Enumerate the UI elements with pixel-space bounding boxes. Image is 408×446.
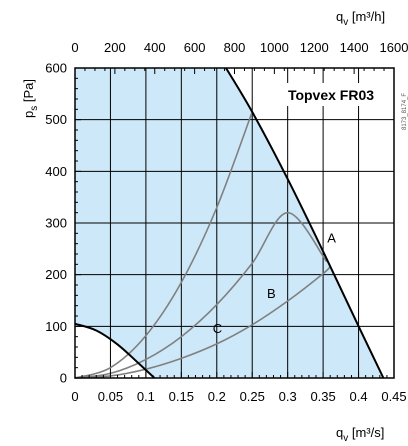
system-curve-a bbox=[74, 111, 253, 379]
y-tick-label: 100 bbox=[45, 319, 67, 334]
system-curves bbox=[74, 111, 331, 379]
top-axis-tick-label: 1000 bbox=[260, 40, 289, 55]
curve-labels: A B C bbox=[213, 231, 336, 336]
top-axis-label-unit: [m³/h] bbox=[348, 9, 385, 24]
side-code: 8173_8174_F bbox=[402, 93, 408, 130]
y-tick-label: 200 bbox=[45, 267, 67, 282]
x-tick-label: 0.3 bbox=[279, 389, 297, 404]
x-tick-label: 0.15 bbox=[169, 389, 194, 404]
y-tick-label: 400 bbox=[45, 164, 67, 179]
top-axis-label-main: q bbox=[336, 9, 343, 24]
y-axis-label-unit: [Pa] bbox=[21, 79, 36, 106]
system-curve-c bbox=[74, 265, 331, 379]
top-axis-tick-label: 1600 bbox=[380, 40, 408, 55]
min-fan-curve bbox=[74, 322, 156, 379]
top-axis-tick-label: 600 bbox=[184, 40, 206, 55]
top-axis-label: qv [m³/h] bbox=[336, 9, 385, 28]
x-tick-label: 0.05 bbox=[98, 389, 123, 404]
x-tick-label: 0.4 bbox=[350, 389, 368, 404]
y-tick-label: 600 bbox=[45, 61, 67, 76]
system-curve-b bbox=[74, 211, 328, 379]
x-axis-label-sub: v bbox=[343, 433, 348, 444]
x-axis-label-main: q bbox=[336, 425, 343, 440]
x-tick-label: 0.2 bbox=[208, 389, 226, 404]
curve-label-b: B bbox=[267, 286, 276, 301]
x-tick-label: 0.1 bbox=[137, 389, 155, 404]
x-tick-label: 0.25 bbox=[240, 389, 265, 404]
x-tick-label: 0 bbox=[71, 389, 78, 404]
title-box bbox=[279, 83, 383, 106]
x-axis-tick-labels: 0 0.05 0.1 0.15 0.2 0.25 0.3 0.35 0.4 0.45 bbox=[71, 389, 406, 404]
y-axis-tick-labels: 0 100 200 300 400 500 600 bbox=[45, 61, 67, 386]
max-fan-curve bbox=[225, 67, 385, 379]
top-axis-tick-label: 200 bbox=[104, 40, 126, 55]
x-tick-label: 0.45 bbox=[381, 389, 406, 404]
x-axis-label: qv [m³/s] bbox=[336, 425, 384, 444]
top-axis-tick-label: 400 bbox=[144, 40, 166, 55]
x-tick-label: 0.35 bbox=[310, 389, 335, 404]
curve-label-c: C bbox=[213, 321, 222, 336]
y-tick-label: 300 bbox=[45, 216, 67, 231]
top-axis-tick-label: 0 bbox=[71, 40, 78, 55]
tick-marks bbox=[74, 67, 395, 379]
y-axis-label-sub: s bbox=[29, 106, 40, 111]
curve-label-a: A bbox=[327, 231, 336, 246]
y-tick-label: 0 bbox=[60, 371, 67, 386]
y-tick-label: 500 bbox=[45, 112, 67, 127]
top-axis-tick-label: 1200 bbox=[300, 40, 329, 55]
grid bbox=[75, 68, 394, 378]
y-axis-label: ps [Pa] bbox=[21, 79, 40, 118]
top-axis-tick-label: 1400 bbox=[340, 40, 369, 55]
top-axis-tick-label: 800 bbox=[224, 40, 246, 55]
y-axis-label-main: p bbox=[21, 111, 36, 118]
chart-title: Topvex FR03 bbox=[288, 87, 374, 103]
top-axis-tick-labels: 0 200 400 600 800 1000 1200 1400 1600 bbox=[71, 40, 408, 55]
x-axis-label-unit: [m³/s] bbox=[348, 425, 384, 440]
top-axis-label-sub: v bbox=[343, 17, 348, 28]
